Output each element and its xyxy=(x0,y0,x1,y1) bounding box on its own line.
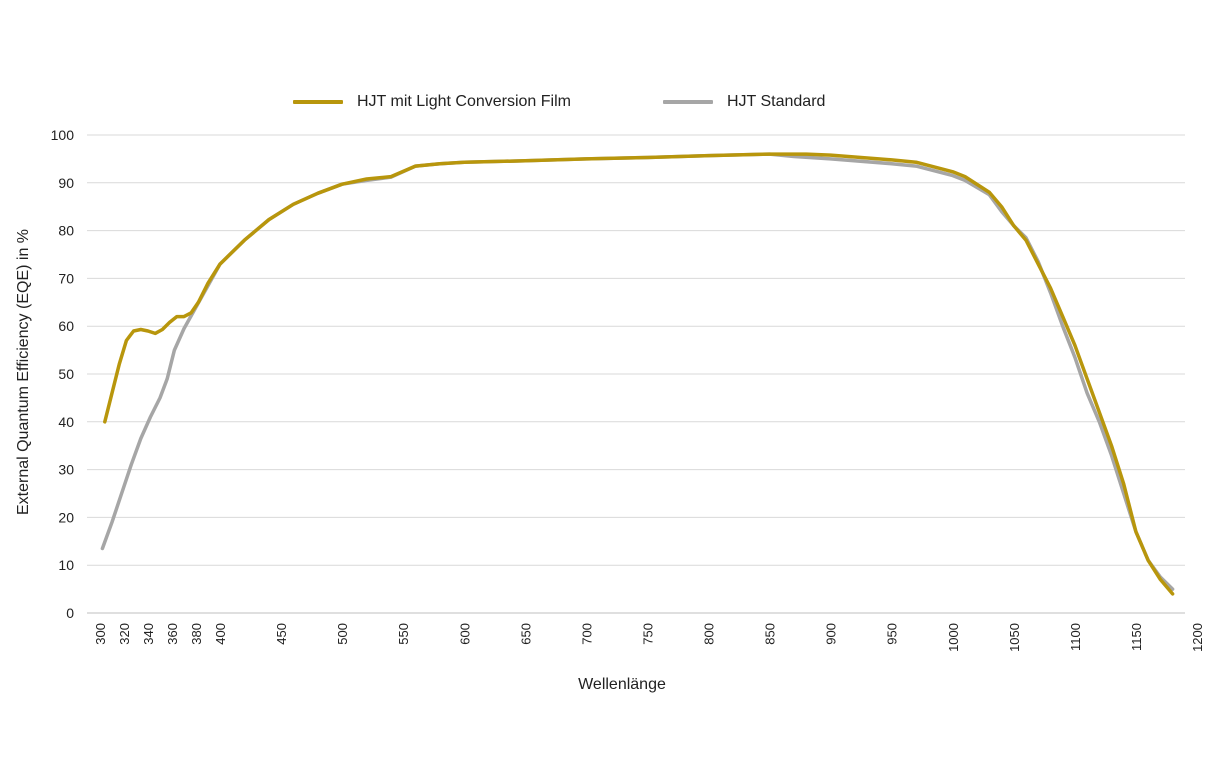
legend-label-standard: HJT Standard xyxy=(727,93,826,110)
legend-item-lcf: HJT mit Light Conversion Film xyxy=(293,93,571,111)
x-tick-label: 650 xyxy=(518,623,533,645)
series-line-standard xyxy=(100,152,1175,591)
series-lines xyxy=(100,152,1175,596)
x-axis-ticks: 300 320 340 360 380 400 450 500 550 600 650 700 750 8… xyxy=(93,623,1205,652)
x-tick-label: 800 xyxy=(702,623,717,645)
y-tick-label: 40 xyxy=(58,414,74,430)
y-tick-label: 50 xyxy=(58,366,74,382)
x-tick-label: 360 xyxy=(165,623,180,645)
x-tick-label: 500 xyxy=(335,623,350,645)
y-tick-label: 70 xyxy=(58,270,74,286)
x-tick-label: 550 xyxy=(396,623,411,645)
y-tick-label: 10 xyxy=(58,557,74,573)
x-tick-label: 1000 xyxy=(946,623,961,652)
legend-swatch-lcf xyxy=(293,100,343,104)
x-tick-label: 850 xyxy=(763,623,778,645)
y-axis-ticks: 0 10 20 30 40 50 60 70 80 90 100 xyxy=(51,127,75,621)
legend-swatch-standard xyxy=(663,100,713,104)
y-axis-title: External Quantum Efficiency (EQE) in % xyxy=(15,228,32,516)
y-tick-label: 100 xyxy=(51,127,75,143)
x-axis-title: Wellenlänge xyxy=(578,676,666,693)
x-tick-label: 450 xyxy=(274,623,289,645)
x-tick-label: 750 xyxy=(640,623,655,645)
x-tick-label: 300 xyxy=(93,623,108,645)
y-tick-label: 90 xyxy=(58,175,74,191)
y-tick-label: 60 xyxy=(58,318,74,334)
x-tick-label: 900 xyxy=(824,623,839,645)
legend-item-standard: HJT Standard xyxy=(663,93,825,111)
legend: HJT mit Light Conversion Film HJT Standa… xyxy=(0,93,1222,117)
y-tick-label: 80 xyxy=(58,223,74,239)
x-tick-label: 320 xyxy=(117,623,132,645)
x-tick-label: 1050 xyxy=(1007,623,1022,652)
legend-label-lcf: HJT mit Light Conversion Film xyxy=(357,93,571,110)
series-line-lcf xyxy=(103,152,1175,596)
y-tick-label: 20 xyxy=(58,509,74,525)
x-tick-label: 1100 xyxy=(1068,623,1083,651)
gridlines xyxy=(87,134,1185,614)
x-tick-label: 380 xyxy=(189,623,204,645)
x-tick-label: 600 xyxy=(457,623,472,645)
x-tick-label: 400 xyxy=(213,623,228,645)
y-tick-label: 0 xyxy=(66,605,74,621)
x-tick-label: 700 xyxy=(579,623,594,645)
x-tick-label: 1150 xyxy=(1129,623,1144,651)
y-tick-label: 30 xyxy=(58,462,74,478)
x-tick-label: 1200 xyxy=(1190,623,1205,652)
x-tick-label: 340 xyxy=(141,623,156,645)
x-tick-label: 950 xyxy=(885,623,900,645)
